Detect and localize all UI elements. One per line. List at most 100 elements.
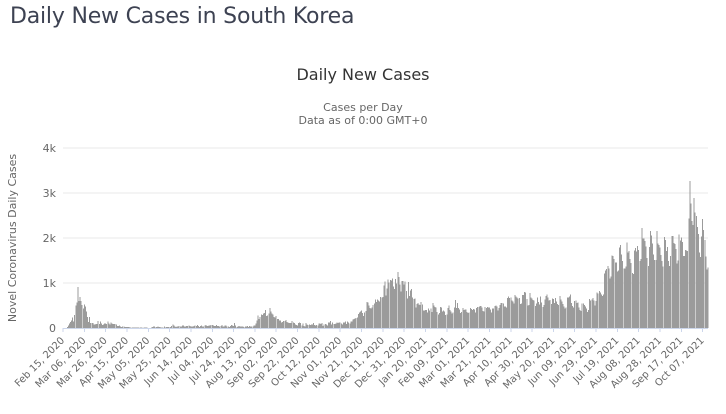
- bar: [171, 326, 173, 328]
- bar: [465, 309, 467, 328]
- bar: [298, 323, 300, 328]
- bar: [658, 245, 660, 328]
- bar: [335, 323, 337, 328]
- bar: [416, 303, 418, 328]
- bar: [413, 299, 415, 328]
- bar: [172, 324, 174, 328]
- bar: [516, 297, 518, 328]
- bar: [643, 238, 645, 328]
- bar: [553, 302, 555, 328]
- bar: [581, 303, 583, 328]
- bar: [307, 325, 309, 328]
- bar: [393, 286, 394, 328]
- bar: [286, 321, 288, 328]
- bar: [453, 307, 455, 328]
- bar: [197, 325, 199, 328]
- bar: [684, 255, 686, 328]
- bar: [208, 325, 210, 328]
- bar: [449, 309, 451, 328]
- bar: [285, 320, 287, 328]
- bar: [506, 307, 507, 328]
- bar: [458, 307, 460, 328]
- bar: [365, 310, 367, 328]
- bar: [704, 240, 706, 328]
- bar: [637, 245, 639, 328]
- bar: [562, 304, 564, 328]
- bar: [108, 323, 110, 328]
- bar: [233, 326, 235, 328]
- bar: [419, 304, 421, 328]
- bar: [578, 307, 580, 328]
- bar: [434, 306, 436, 328]
- bar: [250, 326, 252, 328]
- bar: [342, 322, 344, 328]
- bar: [385, 295, 387, 328]
- bar: [166, 326, 168, 328]
- bar: [490, 309, 492, 328]
- bar: [375, 301, 377, 328]
- bar: [530, 297, 532, 328]
- bar: [646, 257, 648, 328]
- bar: [500, 303, 502, 328]
- bar: [474, 309, 476, 328]
- bar: [402, 280, 404, 328]
- bar: [74, 315, 76, 328]
- bar: [656, 231, 658, 328]
- bar: [552, 298, 554, 328]
- bar: [123, 326, 125, 328]
- bar: [293, 323, 295, 328]
- bar: [80, 301, 82, 328]
- bar: [399, 284, 401, 328]
- bar: [417, 302, 419, 328]
- bar: [318, 323, 320, 328]
- bar: [663, 236, 665, 329]
- bar: [184, 326, 186, 328]
- bar: [535, 303, 537, 328]
- bar: [470, 308, 472, 328]
- bar: [406, 298, 408, 328]
- bar: [362, 313, 364, 328]
- bar: [201, 325, 203, 328]
- bar: [386, 288, 388, 328]
- bar: [528, 304, 530, 328]
- bar: [580, 311, 582, 328]
- bar: [689, 180, 691, 328]
- bar: [104, 323, 106, 328]
- bar: [568, 296, 570, 328]
- bar: [90, 322, 92, 328]
- bar: [651, 235, 652, 328]
- bar: [418, 304, 420, 328]
- bar: [411, 288, 413, 328]
- bar: [533, 300, 535, 328]
- bar: [507, 297, 509, 328]
- bar: [450, 311, 452, 328]
- bar: [261, 315, 263, 328]
- bar: [85, 311, 87, 329]
- bar: [438, 312, 440, 328]
- bar: [200, 325, 202, 328]
- bar: [629, 258, 631, 328]
- bar: [639, 260, 641, 328]
- bar: [435, 307, 437, 328]
- bar: [700, 257, 702, 329]
- bar: [582, 303, 584, 328]
- bar: [545, 295, 547, 328]
- bar: [463, 310, 465, 328]
- bar: [327, 322, 329, 328]
- bar: [499, 305, 501, 328]
- bar: [276, 319, 278, 329]
- bar: [707, 267, 709, 328]
- bar: [423, 310, 425, 328]
- bar: [694, 212, 696, 328]
- bar: [179, 326, 181, 328]
- bar: [345, 321, 347, 328]
- bar: [624, 268, 626, 328]
- bar: [354, 318, 356, 328]
- bar: [339, 322, 341, 328]
- bar: [174, 326, 176, 328]
- bar: [373, 303, 375, 328]
- bar: [493, 308, 495, 328]
- bar: [388, 282, 390, 328]
- bar: [116, 325, 118, 328]
- bar: [72, 317, 74, 328]
